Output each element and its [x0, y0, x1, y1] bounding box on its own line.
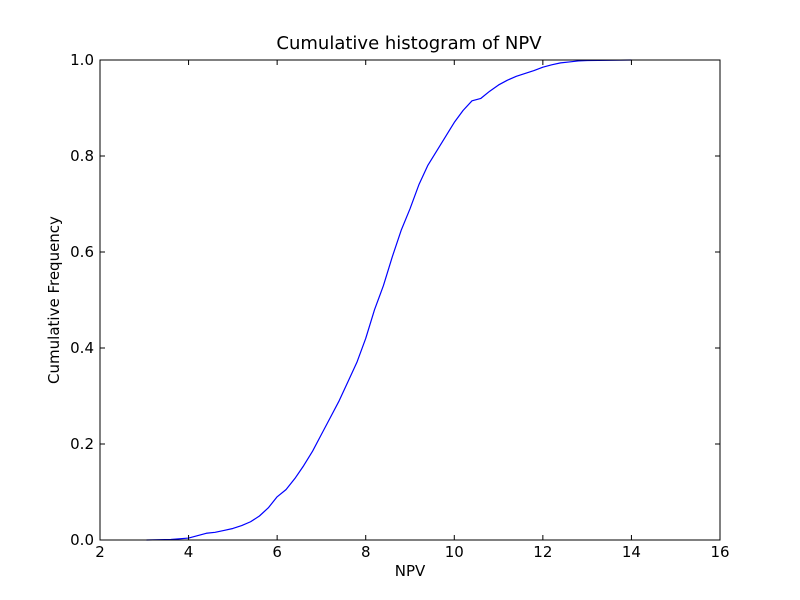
- x-axis-ticks: 2 4 6 8 10 12 14 16: [95, 60, 730, 561]
- y-axis-label: Cumulative Frequency: [45, 216, 63, 384]
- y-tick-label: 0.0: [70, 531, 94, 549]
- y-tick-label: 1.0: [70, 51, 94, 69]
- x-tick-label: 16: [710, 543, 729, 561]
- series-layer: [146, 59, 632, 541]
- x-tick-label: 8: [361, 543, 371, 561]
- x-tick-label: 6: [272, 543, 282, 561]
- plot-frame: [99, 59, 721, 541]
- y-tick-label: 0.8: [70, 147, 94, 165]
- y-tick-label: 0.4: [70, 339, 94, 357]
- x-tick-label: 14: [622, 543, 641, 561]
- y-tick-label: 0.6: [70, 243, 94, 261]
- y-tick-label: 0.2: [70, 435, 94, 453]
- x-tick-label: 2: [95, 543, 105, 561]
- x-tick-label: 10: [445, 543, 464, 561]
- series-line-0: [146, 59, 632, 541]
- x-axis-label: NPV: [395, 562, 426, 580]
- plot-area: [99, 59, 721, 541]
- chart-title: Cumulative histogram of NPV: [276, 33, 542, 54]
- y-axis-ticks: 0.0 0.2 0.4 0.6 0.8 1.0: [70, 51, 720, 549]
- x-tick-label: 4: [184, 543, 194, 561]
- x-tick-label: 12: [533, 543, 552, 561]
